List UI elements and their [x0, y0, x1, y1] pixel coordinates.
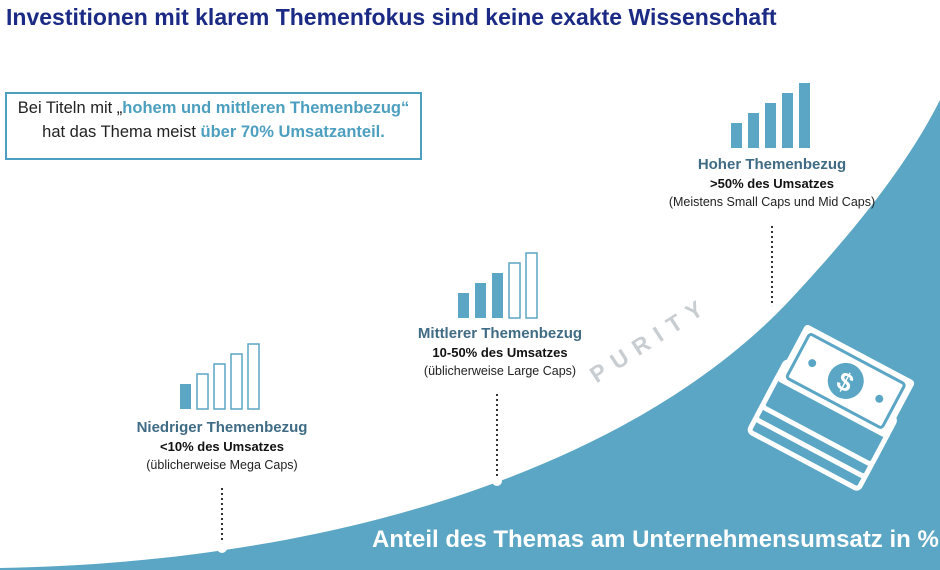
- bar-step-2: [196, 373, 209, 410]
- level-caps: (Meistens Small Caps und Mid Caps): [668, 195, 876, 209]
- level-name: Niedriger Themenbezug: [136, 419, 308, 436]
- bars-icon-high: [731, 83, 810, 148]
- bar-step-5: [525, 252, 538, 319]
- level-caps: (üblicherweise Large Caps): [423, 364, 577, 378]
- bars-icon-low: [180, 343, 260, 410]
- level-caps: (üblicherweise Mega Caps): [146, 458, 298, 472]
- axis-label: Anteil des Themas am Unternehmensumsatz …: [372, 526, 939, 553]
- callout-text-1: Bei Titeln mit „: [17, 99, 123, 117]
- callout-text-2: hat das Thema meist: [42, 123, 201, 141]
- level-revenue: >50% des Umsatzes: [710, 176, 834, 191]
- bar-step-1: [458, 293, 469, 318]
- page-title: Investitionen mit klarem Themenfokus sin…: [6, 4, 777, 30]
- callout-highlight-2: über 70% Umsatzanteil.: [200, 123, 385, 141]
- money-stack-icon: $: [747, 324, 915, 491]
- marker-dot-mid: [492, 476, 502, 486]
- callout-highlight-1: hohem und mittleren Themenbezug“: [122, 99, 410, 117]
- level-high: Hoher Themenbezug >50% des Umsatzes (Mei…: [662, 155, 882, 211]
- level-name: Hoher Themenbezug: [697, 156, 847, 173]
- callout-box: Bei Titeln mit „hohem und mittleren Them…: [5, 92, 422, 160]
- marker-dot-high: [767, 306, 777, 316]
- bar-step-1: [731, 123, 742, 148]
- bar-step-3: [492, 273, 503, 318]
- bar-step-5: [799, 83, 810, 148]
- bars-icon-mid: [458, 252, 538, 319]
- marker-dot-low: [217, 543, 227, 553]
- level-name: Mittlerer Themenbezug: [417, 325, 583, 342]
- bar-step-4: [782, 93, 793, 148]
- level-low: Niedriger Themenbezug <10% des Umsatzes …: [122, 418, 322, 474]
- bar-step-2: [475, 283, 486, 318]
- bar-step-2: [748, 113, 759, 148]
- level-revenue: 10-50% des Umsatzes: [432, 345, 568, 360]
- bar-step-5: [247, 343, 260, 410]
- bar-step-3: [765, 103, 776, 148]
- level-mid: Mittlerer Themenbezug 10-50% des Umsatze…: [400, 324, 600, 380]
- bar-step-4: [508, 262, 521, 319]
- bar-step-1: [180, 384, 191, 409]
- bar-step-4: [230, 353, 243, 410]
- level-revenue: <10% des Umsatzes: [160, 439, 284, 454]
- bar-step-3: [213, 363, 226, 410]
- purity-curve-area: [0, 100, 940, 570]
